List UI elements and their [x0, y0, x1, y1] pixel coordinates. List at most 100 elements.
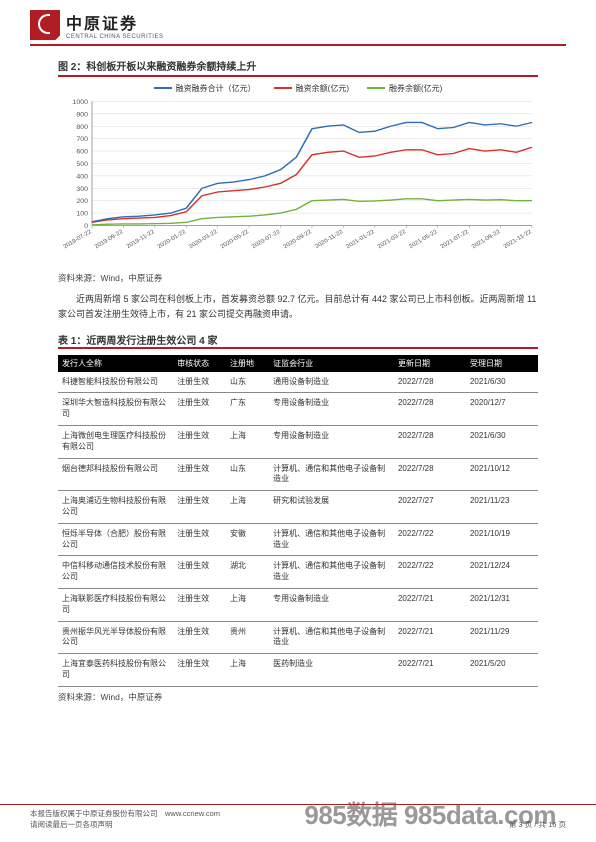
table-cell: 上海联影医疗科技股份有限公司: [58, 588, 173, 621]
table-cell: 上海宜泰医药科技股份有限公司: [58, 654, 173, 687]
table-cell: 2021/12/31: [466, 588, 538, 621]
svg-text:2021-11-22: 2021-11-22: [503, 228, 534, 249]
table-cell: 注册生效: [173, 458, 226, 491]
svg-text:2021-05-22: 2021-05-22: [408, 228, 439, 249]
table-cell: 广东: [226, 393, 269, 426]
svg-text:400: 400: [76, 173, 88, 179]
svg-text:2020-01-22: 2020-01-22: [157, 228, 188, 249]
table-cell: 山东: [226, 372, 269, 393]
table-cell: 2022/7/22: [394, 556, 466, 589]
table-cell: 山东: [226, 458, 269, 491]
legend-label: 融资融券合计（亿元）: [176, 83, 256, 94]
logo-en: CENTRAL CHINA SECURITIES: [66, 34, 163, 40]
table-cell: 计算机、通信和其他电子设备制造业: [269, 523, 394, 556]
table-cell: 医药制造业: [269, 654, 394, 687]
svg-text:2020-03-22: 2020-03-22: [188, 228, 219, 249]
legend-swatch: [154, 87, 172, 89]
table-cell: 专用设备制造业: [269, 588, 394, 621]
page-footer: 本报告版权属于中原证券股份有限公司 www.ccnew.com 请阅读最后一页各…: [0, 804, 596, 830]
table-cell: 2021/10/19: [466, 523, 538, 556]
svg-text:300: 300: [76, 186, 88, 192]
legend-item: 融资余额(亿元): [274, 83, 349, 94]
table-cell: 计算机、通信和其他电子设备制造业: [269, 556, 394, 589]
line-chart: 010020030040050060070080090010002019-07-…: [58, 98, 538, 268]
table-cell: 注册生效: [173, 556, 226, 589]
table-cell: 注册生效: [173, 588, 226, 621]
table-cell: 2022/7/27: [394, 491, 466, 524]
legend-swatch: [274, 87, 292, 89]
figure-source: 资料来源：Wind，中原证券: [58, 272, 538, 284]
svg-text:2021-03-22: 2021-03-22: [377, 228, 408, 249]
footer-line2: 请阅读最后一页各项声明: [30, 820, 220, 831]
table-cell: 上海: [226, 654, 269, 687]
svg-text:500: 500: [76, 161, 88, 167]
table-cell: 2021/10/12: [466, 458, 538, 491]
svg-text:2021-09-22: 2021-09-22: [471, 228, 502, 249]
table-cell: 安徽: [226, 523, 269, 556]
svg-text:1000: 1000: [72, 99, 88, 105]
table-cell: 计算机、通信和其他电子设备制造业: [269, 458, 394, 491]
table-cell: 深圳华大智造科技股份有限公司: [58, 393, 173, 426]
table-cell: 2020/12/7: [466, 393, 538, 426]
table-cell: 2021/11/23: [466, 491, 538, 524]
logo-text: 中原证券 CENTRAL CHINA SECURITIES: [66, 10, 163, 40]
table-cell: 贵州振华风光半导体股份有限公司: [58, 621, 173, 654]
table-cell: 2022/7/22: [394, 523, 466, 556]
table-row: 中信科移动通信技术股份有限公司注册生效湖北计算机、通信和其他电子设备制造业202…: [58, 556, 538, 589]
table-row: 贵州振华风光半导体股份有限公司注册生效贵州计算机、通信和其他电子设备制造业202…: [58, 621, 538, 654]
table-cell: 2022/7/21: [394, 621, 466, 654]
figure-title: 图 2：科创板开板以来融资融券余额持续上升: [58, 58, 538, 73]
table-cell: 2021/12/24: [466, 556, 538, 589]
table-cell: 2022/7/28: [394, 425, 466, 458]
svg-text:200: 200: [76, 198, 88, 204]
figure-underline: [58, 75, 538, 77]
th-industry: 证监会行业: [269, 355, 394, 372]
th-accept: 受理日期: [466, 355, 538, 372]
table-cell: 注册生效: [173, 393, 226, 426]
logo-icon: [30, 10, 60, 40]
table-cell: 注册生效: [173, 425, 226, 458]
table-cell: 注册生效: [173, 621, 226, 654]
page-content: 图 2：科创板开板以来融资融券余额持续上升 融资融券合计（亿元） 融资余额(亿元…: [0, 46, 596, 703]
legend-label: 融券余额(亿元): [389, 83, 442, 94]
table-cell: 上海微创电生理医疗科技股份有限公司: [58, 425, 173, 458]
svg-text:2020-11-22: 2020-11-22: [314, 228, 345, 249]
svg-text:2021-07-22: 2021-07-22: [440, 228, 471, 249]
th-update: 更新日期: [394, 355, 466, 372]
table-cell: 注册生效: [173, 654, 226, 687]
table-cell: 通用设备制造业: [269, 372, 394, 393]
table-cell: 上海奥浦迈生物科技股份有限公司: [58, 491, 173, 524]
table-cell: 专用设备制造业: [269, 425, 394, 458]
table-row: 恒烁半导体（合肥）股份有限公司注册生效安徽计算机、通信和其他电子设备制造业202…: [58, 523, 538, 556]
table-cell: 注册生效: [173, 372, 226, 393]
table-cell: 上海: [226, 491, 269, 524]
svg-text:2020-07-22: 2020-07-22: [251, 228, 282, 249]
table-cell: 专用设备制造业: [269, 393, 394, 426]
table-cell: 2021/6/30: [466, 425, 538, 458]
legend-swatch: [367, 87, 385, 89]
ipo-table: 发行人全称 审核状态 注册地 证监会行业 更新日期 受理日期 科捷智能科技股份有…: [58, 355, 538, 687]
table-row: 深圳华大智造科技股份有限公司注册生效广东专用设备制造业2022/7/282020…: [58, 393, 538, 426]
footer-left: 本报告版权属于中原证券股份有限公司 www.ccnew.com 请阅读最后一页各…: [30, 809, 220, 830]
table-cell: 贵州: [226, 621, 269, 654]
table-cell: 中信科移动通信技术股份有限公司: [58, 556, 173, 589]
svg-text:2019-07-22: 2019-07-22: [62, 228, 93, 249]
svg-text:2020-09-22: 2020-09-22: [282, 228, 313, 249]
footer-line1: 本报告版权属于中原证券股份有限公司 www.ccnew.com: [30, 809, 220, 820]
legend-item: 融资融券合计（亿元）: [154, 83, 256, 94]
table-cell: 2022/7/28: [394, 372, 466, 393]
svg-text:2021-01-22: 2021-01-22: [345, 228, 376, 249]
table-row: 上海宜泰医药科技股份有限公司注册生效上海医药制造业2022/7/212021/5…: [58, 654, 538, 687]
table-row: 科捷智能科技股份有限公司注册生效山东通用设备制造业2022/7/282021/6…: [58, 372, 538, 393]
table-cell: 上海: [226, 425, 269, 458]
th-status: 审核状态: [173, 355, 226, 372]
table-cell: 2022/7/28: [394, 393, 466, 426]
th-place: 注册地: [226, 355, 269, 372]
svg-text:0: 0: [84, 223, 88, 229]
legend-item: 融券余额(亿元): [367, 83, 442, 94]
chart-legend: 融资融券合计（亿元） 融资余额(亿元) 融券余额(亿元): [58, 83, 538, 94]
table-cell: 2021/6/30: [466, 372, 538, 393]
table-cell: 2021/5/20: [466, 654, 538, 687]
report-header: 中原证券 CENTRAL CHINA SECURITIES: [0, 0, 596, 44]
svg-text:2019-09-22: 2019-09-22: [94, 228, 125, 249]
